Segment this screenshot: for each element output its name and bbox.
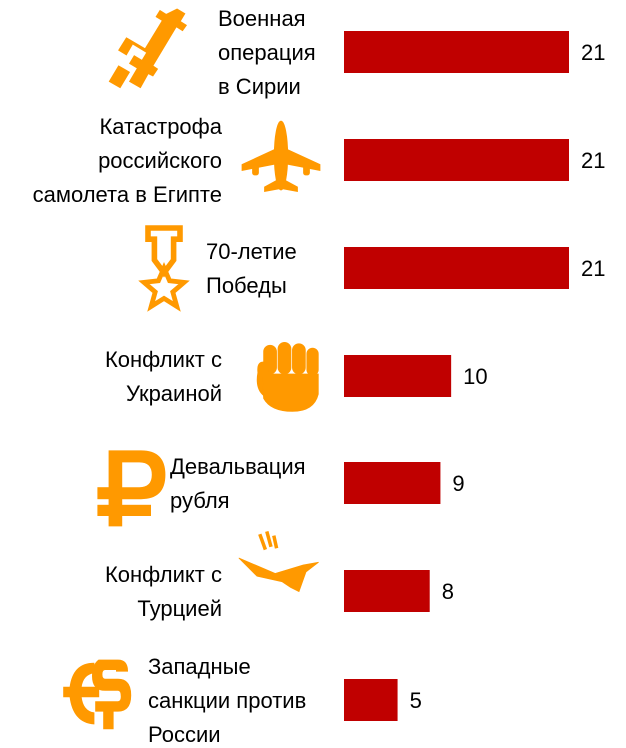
bar-row: Катастрофа российского самолета в Египте 21 — [33, 114, 606, 207]
bar-row: 70-летие Победы 21 — [144, 228, 605, 306]
bar — [344, 355, 452, 397]
category-label: Западные санкции против России — [148, 654, 306, 747]
bar — [344, 462, 441, 504]
value-label: 21 — [581, 256, 605, 281]
bar-row: Конфликт с Турцией 8 — [105, 529, 454, 621]
category-label: Военная операция в Сирии — [218, 6, 316, 99]
category-label: Катастрофа российского самолета в Египте — [33, 114, 223, 207]
value-label: 21 — [581, 40, 605, 65]
category-label-line: Победы — [206, 273, 287, 298]
value-label: 9 — [452, 471, 464, 496]
bar-row: Конфликт с Украиной 10 — [105, 341, 488, 412]
category-label-line: санкции против — [148, 688, 306, 713]
value-label: 21 — [581, 148, 605, 173]
category-label: 70-летие Победы — [206, 239, 297, 298]
bar — [344, 31, 569, 73]
value-label: 10 — [463, 364, 487, 389]
bar — [344, 570, 430, 612]
category-label: Конфликт с Украиной — [105, 347, 222, 406]
value-label: 8 — [442, 579, 454, 604]
bar — [344, 247, 569, 289]
category-label-line: Турцией — [137, 596, 222, 621]
category-label-line: Украиной — [126, 381, 222, 406]
ruble-icon — [97, 450, 166, 527]
falling-jet-icon — [237, 529, 321, 594]
bar-row: Девальвация рубля 9 — [97, 450, 465, 527]
airplane-icon — [241, 120, 321, 192]
category-label: Конфликт с Турцией — [105, 562, 222, 621]
category-label-line: Катастрофа — [99, 114, 222, 139]
category-label-line: российского — [98, 148, 222, 173]
bar-row: Военная операция в Сирии 21 — [108, 6, 605, 99]
category-label-line: Девальвация — [170, 454, 306, 479]
category-label-line: 70-летие — [206, 239, 297, 264]
category-label-line: России — [148, 722, 221, 747]
category-label-line: операция — [218, 40, 316, 65]
rifle-icon — [108, 8, 187, 89]
category-label-line: рубля — [170, 488, 230, 513]
medal-star-icon — [144, 228, 184, 306]
category-label-line: Конфликт с — [105, 562, 222, 587]
euro-dollar-icon — [63, 659, 132, 730]
category-label-line: Конфликт с — [105, 347, 222, 372]
category-label-line: в Сирии — [218, 74, 301, 99]
bar — [344, 679, 398, 721]
fist-icon — [256, 341, 319, 412]
bar — [344, 139, 569, 181]
category-label-line: Западные — [148, 654, 251, 679]
category-label: Девальвация рубля — [170, 454, 306, 513]
value-label: 5 — [410, 688, 422, 713]
chart-rows: Военная операция в Сирии 21 Катастрофа россий… — [33, 6, 606, 747]
bar-row: Западные санкции против России 5 — [63, 654, 422, 747]
category-label-line: Военная — [218, 6, 306, 31]
category-label-line: самолета в Египте — [33, 182, 222, 207]
